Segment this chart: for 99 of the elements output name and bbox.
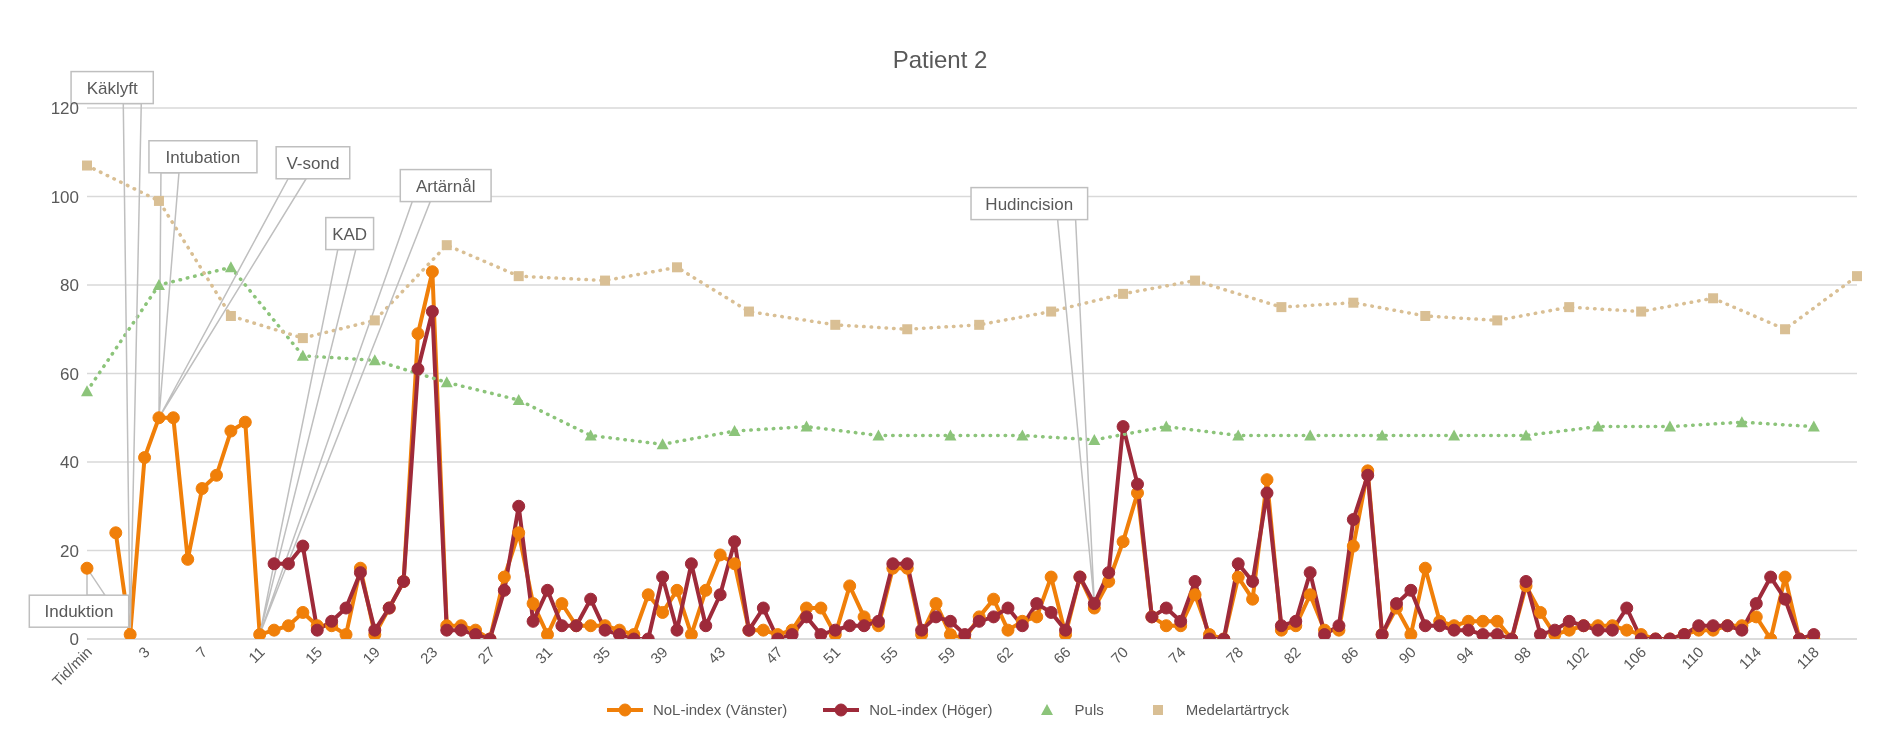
point (1807, 420, 1820, 432)
point (1348, 297, 1359, 308)
point (1591, 420, 1604, 432)
annotation: Intubation (165, 147, 241, 167)
y-tick-label: 40 (60, 453, 79, 473)
point (1376, 429, 1389, 441)
x-tick-label: 43 (704, 643, 729, 667)
point (82, 160, 92, 171)
x-tick-label: 51 (819, 643, 844, 667)
x-tick-label: 47 (762, 643, 786, 667)
point (1016, 429, 1029, 441)
point (743, 306, 754, 317)
x-tick-label: 3 (134, 643, 153, 662)
x-tick-label: 94 (1452, 643, 1477, 667)
point (800, 420, 813, 432)
y-tick-label: 100 (50, 187, 79, 207)
x-tick-label: 27 (474, 643, 499, 667)
x-tick-label: 82 (1280, 643, 1304, 667)
point (297, 333, 308, 344)
x-tick-label: 78 (1222, 643, 1247, 667)
x-tick-label: 106 (1619, 643, 1650, 673)
legend-label: Puls (1074, 701, 1104, 718)
point (81, 385, 93, 397)
x-tick-label: 118 (1793, 643, 1822, 673)
x-tick-label: 55 (877, 643, 901, 667)
point (1304, 429, 1317, 441)
point (1420, 310, 1431, 321)
point (1492, 315, 1503, 326)
point (672, 262, 682, 273)
x-tick-label: 15 (301, 643, 326, 667)
point (872, 429, 885, 441)
y-tick-label: 120 (50, 99, 79, 119)
y-tick-label: 60 (60, 364, 79, 384)
y-tick-label: 0 (69, 630, 79, 650)
point (1276, 302, 1287, 313)
point (441, 240, 452, 251)
point (1118, 288, 1129, 299)
point (728, 425, 741, 437)
point (974, 319, 985, 330)
legend-label: NoL-index (Höger) (869, 701, 993, 718)
point (1636, 306, 1647, 317)
point (512, 394, 525, 406)
point (1663, 420, 1676, 432)
chart-title: Patient 2 (891, 46, 989, 74)
point (1046, 306, 1057, 317)
x-tick-label: 35 (589, 643, 614, 667)
point (1708, 293, 1719, 304)
x-tick-label: 59 (934, 643, 959, 667)
point (152, 279, 165, 290)
point (600, 275, 611, 286)
x-tick-label: 98 (1510, 643, 1535, 667)
point (1448, 429, 1461, 441)
point (584, 429, 597, 441)
x-tick-label: 23 (416, 643, 441, 667)
point (1564, 302, 1575, 313)
x-tick-label: 74 (1164, 643, 1189, 667)
point (1780, 324, 1791, 335)
point (656, 438, 669, 450)
point (902, 324, 913, 335)
legend-label: Medelartärtryck (1185, 701, 1290, 718)
x-tick-label: 7 (192, 643, 211, 662)
point (225, 310, 236, 321)
point (440, 376, 453, 388)
point (1520, 429, 1533, 441)
point (830, 319, 841, 330)
x-tick-label: 110 (1677, 643, 1707, 673)
point (1160, 420, 1173, 432)
point (944, 429, 957, 441)
annotation: V-sond (286, 153, 340, 173)
x-tick-label: 114 (1735, 643, 1765, 673)
y-tick-label: 20 (60, 541, 79, 561)
point (368, 354, 381, 366)
x-tick-label: 86 (1337, 643, 1362, 667)
point (1088, 433, 1101, 445)
point (296, 349, 309, 361)
x-tick-label: 11 (244, 643, 268, 667)
point (1190, 275, 1201, 286)
x-tick-label: 102 (1561, 643, 1592, 673)
annotation: Induktion (44, 602, 114, 622)
annotation: Artärnål (415, 176, 476, 196)
callout-box: Intubation (148, 140, 258, 419)
point (369, 315, 380, 326)
x-tick-label: 66 (1049, 643, 1074, 667)
x-tick-label: 31 (531, 643, 556, 667)
y-tick-label: 80 (60, 276, 79, 296)
point (224, 261, 237, 273)
annotation: Hudincision (985, 194, 1074, 214)
x-tick-label: 70 (1107, 643, 1132, 667)
x-tick-label: 62 (992, 643, 1017, 667)
point (1735, 416, 1748, 428)
point (513, 271, 524, 282)
x-tick-label: 39 (646, 643, 671, 667)
point (1232, 429, 1245, 441)
x-tick-label: 19 (359, 643, 383, 667)
point (1852, 271, 1862, 282)
x-tick-label: 90 (1395, 643, 1420, 667)
annotation: KAD (332, 224, 368, 244)
legend-label: NoL-index (Vänster) (652, 701, 788, 718)
point (153, 195, 164, 206)
